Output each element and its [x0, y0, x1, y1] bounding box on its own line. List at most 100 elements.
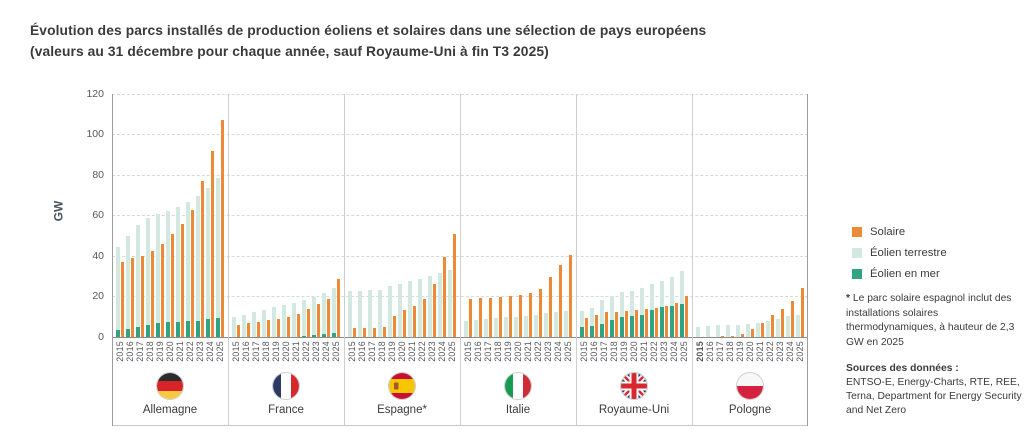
- year-label: 2024: [784, 341, 795, 362]
- year-label: 2018: [724, 341, 735, 362]
- year-slot: [215, 94, 225, 337]
- wind-bar: [251, 312, 256, 337]
- year-label: 2018: [260, 341, 271, 362]
- year-slot: [523, 94, 533, 337]
- year-label-slot: 2024: [553, 341, 563, 371]
- solar-bar: [584, 318, 589, 337]
- year-label-slot: 2020: [745, 341, 755, 371]
- solar-bar: [180, 223, 185, 337]
- year-label-slot: 2017: [715, 341, 725, 371]
- wind-bar: [241, 314, 246, 337]
- year-label-slot: 2017: [599, 341, 609, 371]
- year-label: 2020: [280, 341, 291, 362]
- year-slot: [649, 94, 659, 337]
- solar-bar: [412, 306, 417, 337]
- solar-bar: [150, 250, 155, 337]
- wind-bar: [775, 319, 780, 337]
- year-slot: [347, 94, 357, 337]
- wind-bar: [553, 312, 558, 337]
- wind-offshore-segment: [609, 320, 614, 337]
- legend-item-solaire: Solaire: [852, 221, 947, 242]
- legend-item-eolien-en-mer: Éolien en mer: [852, 263, 947, 284]
- wind-bar: [599, 300, 604, 337]
- wind-bar: [447, 270, 452, 337]
- country-name: Pologne: [728, 404, 772, 416]
- wind-offshore-segment: [125, 328, 130, 337]
- solar-bar: [266, 320, 271, 337]
- country-bars-it: [460, 94, 576, 337]
- wind-bar: [533, 314, 538, 337]
- year-label-slot: 2018: [261, 341, 271, 371]
- solar-bar: [604, 312, 609, 337]
- solar-bar: [140, 256, 145, 337]
- year-label-slot: 2025: [215, 341, 225, 371]
- year-label-slot: 2019: [619, 341, 629, 371]
- year-slot: [397, 94, 407, 337]
- year-label-slot: 2021: [523, 341, 533, 371]
- wind-bar: [679, 270, 684, 337]
- year-labels-es: 2015 2016 2017 2018 2019 2020 2021 2022 2023 2024…: [344, 341, 460, 371]
- solar-bar: [800, 287, 805, 337]
- year-label: 2018: [608, 341, 619, 362]
- wind-bar: [367, 290, 372, 337]
- year-label: 2025: [214, 341, 225, 362]
- year-label-slot: 2017: [483, 341, 493, 371]
- year-label-slot: 2024: [785, 341, 795, 371]
- year-label: 2017: [134, 341, 145, 362]
- solar-bar: [488, 297, 493, 337]
- year-label: 2024: [668, 341, 679, 362]
- y-tick-label: 80: [92, 168, 104, 181]
- year-label: 2021: [290, 341, 301, 362]
- wind-bar: [135, 225, 140, 337]
- year-slot: [463, 94, 473, 337]
- year-slot: [367, 94, 377, 337]
- year-slot: [513, 94, 523, 337]
- year-label: 2016: [588, 341, 599, 362]
- year-label: 2025: [330, 341, 341, 362]
- year-slot: [357, 94, 367, 337]
- year-slot: [205, 94, 215, 337]
- wind-bar: [669, 276, 674, 337]
- year-slot: [493, 94, 503, 337]
- year-slot: [377, 94, 387, 337]
- country-bars-pl: [692, 94, 808, 337]
- country-bars-es: [344, 94, 460, 337]
- year-labels-de: 2015 2016 2017 2018 2019 2020 2021 2022 2023 2024…: [112, 341, 228, 371]
- year-label-slot: 2016: [357, 341, 367, 371]
- year-label-slot: 2015: [463, 341, 473, 371]
- year-slot: [775, 94, 785, 337]
- year-label-slot: 2021: [639, 341, 649, 371]
- year-label-slot: 2016: [705, 341, 715, 371]
- light-teal-square-swatch: [852, 247, 862, 258]
- wind-bar: [387, 286, 392, 337]
- year-label-slot: 2020: [629, 341, 639, 371]
- year-label: 2017: [482, 341, 493, 362]
- year-label: 2021: [638, 341, 649, 362]
- year-label: 2023: [542, 341, 553, 362]
- country-bars-fr: [228, 94, 344, 337]
- year-slot: [735, 94, 745, 337]
- wind-offshore-segment: [669, 305, 674, 337]
- year-label: 2021: [754, 341, 765, 362]
- solar-bar: [664, 305, 669, 337]
- year-slot: [291, 94, 301, 337]
- orange-square-swatch: [852, 226, 862, 237]
- year-label: 2022: [300, 341, 311, 362]
- y-tick-label: 40: [92, 249, 104, 262]
- year-label: 2016: [472, 341, 483, 362]
- wind-offshore-segment: [599, 324, 604, 337]
- wind-bar: [563, 310, 568, 337]
- country-name: Allemagne: [142, 404, 198, 416]
- wind-offshore-segment: [619, 317, 624, 337]
- year-label: 2021: [522, 341, 533, 362]
- wind-bar: [725, 325, 730, 337]
- wind-offshore-segment: [185, 321, 190, 337]
- solar-bar: [432, 284, 437, 337]
- year-label: 2017: [366, 341, 377, 362]
- year-label: 2016: [704, 341, 715, 362]
- solar-bar: [382, 327, 387, 337]
- wind-offshore-segment: [639, 314, 644, 337]
- year-label: 2022: [648, 341, 659, 362]
- solar-bar: [568, 255, 573, 337]
